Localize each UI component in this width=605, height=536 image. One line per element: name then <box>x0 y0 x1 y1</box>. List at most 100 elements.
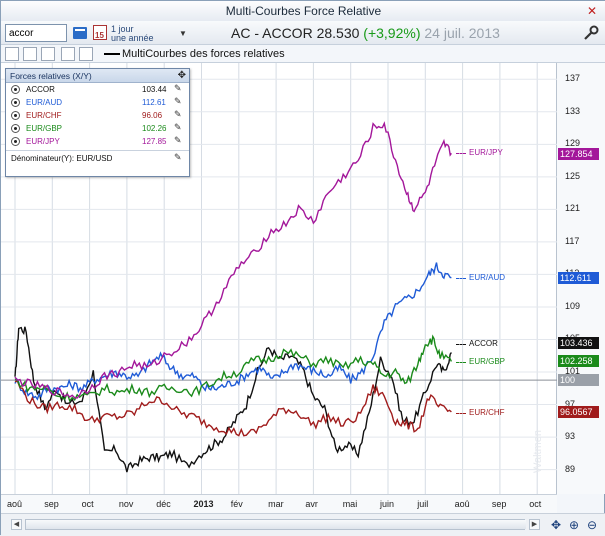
pencil-icon[interactable]: ✎ <box>174 122 182 132</box>
legend-panel[interactable]: Forces relatives (X/Y) ✥ ACCOR 103.44 ✎ EUR… <box>5 68 190 177</box>
legend-radio[interactable] <box>11 137 20 146</box>
y-tick-label: 117 <box>565 235 580 246</box>
indicator-toolbar: MultiCourbes des forces relatives <box>1 45 605 63</box>
pencil-icon[interactable]: ✎ <box>174 96 182 106</box>
legend-item[interactable]: EUR/GBP 102.26 ✎ <box>6 122 189 135</box>
legend-item-name: EUR/CHF <box>26 111 62 120</box>
x-tick-label: sep <box>44 499 59 509</box>
pencil-icon[interactable]: ✎ <box>174 135 182 145</box>
period-selector[interactable]: 15 1 jour une année ▼ <box>93 23 189 43</box>
scroll-left-button[interactable]: ◀ <box>11 519 22 530</box>
series-leader-line <box>456 153 466 155</box>
indicator-label: MultiCourbes des forces relatives <box>122 48 285 60</box>
series-end-label: EUR/AUD <box>469 272 506 282</box>
legend-item-name: ACCOR <box>26 85 55 94</box>
chart-scrollbar[interactable]: ◀ ▶ ✥ ⊕ ⊖ <box>1 513 605 536</box>
series-line-eur-aud[interactable] <box>14 262 452 401</box>
y-tick-label: 129 <box>565 138 581 149</box>
x-tick-label: oct <box>529 499 542 509</box>
x-tick-label: juin <box>380 499 395 509</box>
legend-radio[interactable] <box>11 98 20 107</box>
legend-item-value: 102.26 <box>142 124 167 133</box>
series-line-accor[interactable] <box>14 326 452 473</box>
zoom-in-icon[interactable]: ⊕ <box>568 518 580 532</box>
series-line-eur-jpy[interactable] <box>14 121 452 399</box>
y-tick-label: 137 <box>565 73 581 84</box>
ticker-search-input[interactable] <box>5 24 67 42</box>
period-interval: 1 jour <box>111 24 134 34</box>
legend-title: Forces relatives (X/Y) ✥ <box>6 69 189 83</box>
series-leader-line <box>456 344 466 346</box>
series-end-label: EUR/JPY <box>469 148 503 158</box>
x-axis: aoû sep oct nov déc 2013 fév mar avr mai juin juil a… <box>1 494 557 513</box>
legend-item-value: 112.61 <box>142 98 166 107</box>
x-tick-label: aoû <box>7 499 23 509</box>
y-tick-label: 93 <box>565 431 576 442</box>
main-toolbar: 15 1 jour une année ▼ AC - ACCOR 28.530 … <box>1 21 605 45</box>
x-tick-label: avr <box>305 499 318 509</box>
indicator-color-swatch <box>104 53 120 55</box>
x-tick-label: aoû <box>454 499 470 509</box>
denominator-edit-icon[interactable]: ✎ <box>174 152 182 162</box>
zoom-out-icon[interactable]: ⊖ <box>586 518 598 532</box>
legend-radio[interactable] <box>11 124 20 133</box>
value-tag: 100 <box>558 374 599 387</box>
y-tick-label: 125 <box>565 170 581 181</box>
series-end-label: ACCOR <box>469 339 498 349</box>
scroll-right-button[interactable]: ▶ <box>529 519 540 530</box>
close-button[interactable]: ✕ <box>586 4 598 18</box>
series-leader-line <box>456 362 466 364</box>
x-tick-label: sep <box>491 499 507 509</box>
series-end-label: EUR/GBP <box>469 357 506 367</box>
legend-item-name: EUR/AUD <box>26 98 63 107</box>
value-tag: 103.436 <box>558 336 599 349</box>
series-line-eur-gbp[interactable] <box>14 334 453 403</box>
quote-date: 24 juil. 2013 <box>424 25 500 41</box>
legend-item[interactable]: EUR/JPY 127.85 ✎ <box>6 135 189 148</box>
value-tag: 102.258 <box>558 355 599 368</box>
scroll-thumb[interactable] <box>26 520 526 529</box>
window-title: Multi-Courbes Force Relative <box>225 4 382 18</box>
legend-item-value: 127.85 <box>142 137 167 146</box>
series-end-label: EUR/CHF <box>469 407 505 417</box>
book-icon[interactable] <box>71 24 89 42</box>
value-tag: 112.611 <box>558 271 599 284</box>
legend-item[interactable]: EUR/CHF 96.06 ✎ <box>6 109 189 122</box>
series-line-eur-chf[interactable] <box>14 380 452 437</box>
quote-price: 28.530 <box>316 25 360 41</box>
pan-icon[interactable]: ✥ <box>550 518 562 532</box>
title-bar: Multi-Courbes Force Relative ✕ <box>1 1 605 21</box>
y-tick-label: 109 <box>565 300 581 311</box>
legend-item-name: EUR/JPY <box>26 137 60 146</box>
checkbox-icon[interactable] <box>79 47 93 61</box>
legend-item-name: EUR/GBP <box>26 124 63 133</box>
wrench-icon[interactable] <box>582 24 600 42</box>
x-tick-label: fév <box>230 499 243 509</box>
period-calendar-icon: 15 <box>93 25 107 40</box>
legend-divider <box>6 150 189 151</box>
x-tick-label: nov <box>118 499 134 509</box>
draw-tool-icon[interactable] <box>5 47 19 61</box>
pencil-icon[interactable]: ✎ <box>174 109 182 119</box>
legend-radio[interactable] <box>11 85 20 94</box>
x-tick-label: mar <box>268 499 284 509</box>
text-tool-icon[interactable] <box>61 47 75 61</box>
move-icon[interactable]: ✥ <box>177 70 186 81</box>
x-tick-label: déc <box>156 499 171 509</box>
legend-item[interactable]: ACCOR 103.44 ✎ <box>6 83 189 96</box>
period-range: une année <box>111 33 154 43</box>
legend-radio[interactable] <box>11 111 20 120</box>
line-chart-icon[interactable] <box>23 47 37 61</box>
series-leader-line <box>456 412 466 414</box>
y-tick-label: 89 <box>565 463 576 474</box>
y-tick-label: 101 <box>565 366 581 377</box>
legend-item[interactable]: EUR/AUD 112.61 ✎ <box>6 96 189 109</box>
chart-type-icon[interactable] <box>41 47 55 61</box>
y-tick-label: 97 <box>565 398 576 409</box>
value-tag: 96.0567 <box>558 406 599 419</box>
dropdown-arrow-icon: ▼ <box>179 29 187 38</box>
watermark: Waltmen <box>532 430 544 473</box>
pencil-icon[interactable]: ✎ <box>174 83 182 93</box>
scroll-track[interactable] <box>25 519 526 530</box>
legend-item-value: 96.06 <box>142 111 163 120</box>
